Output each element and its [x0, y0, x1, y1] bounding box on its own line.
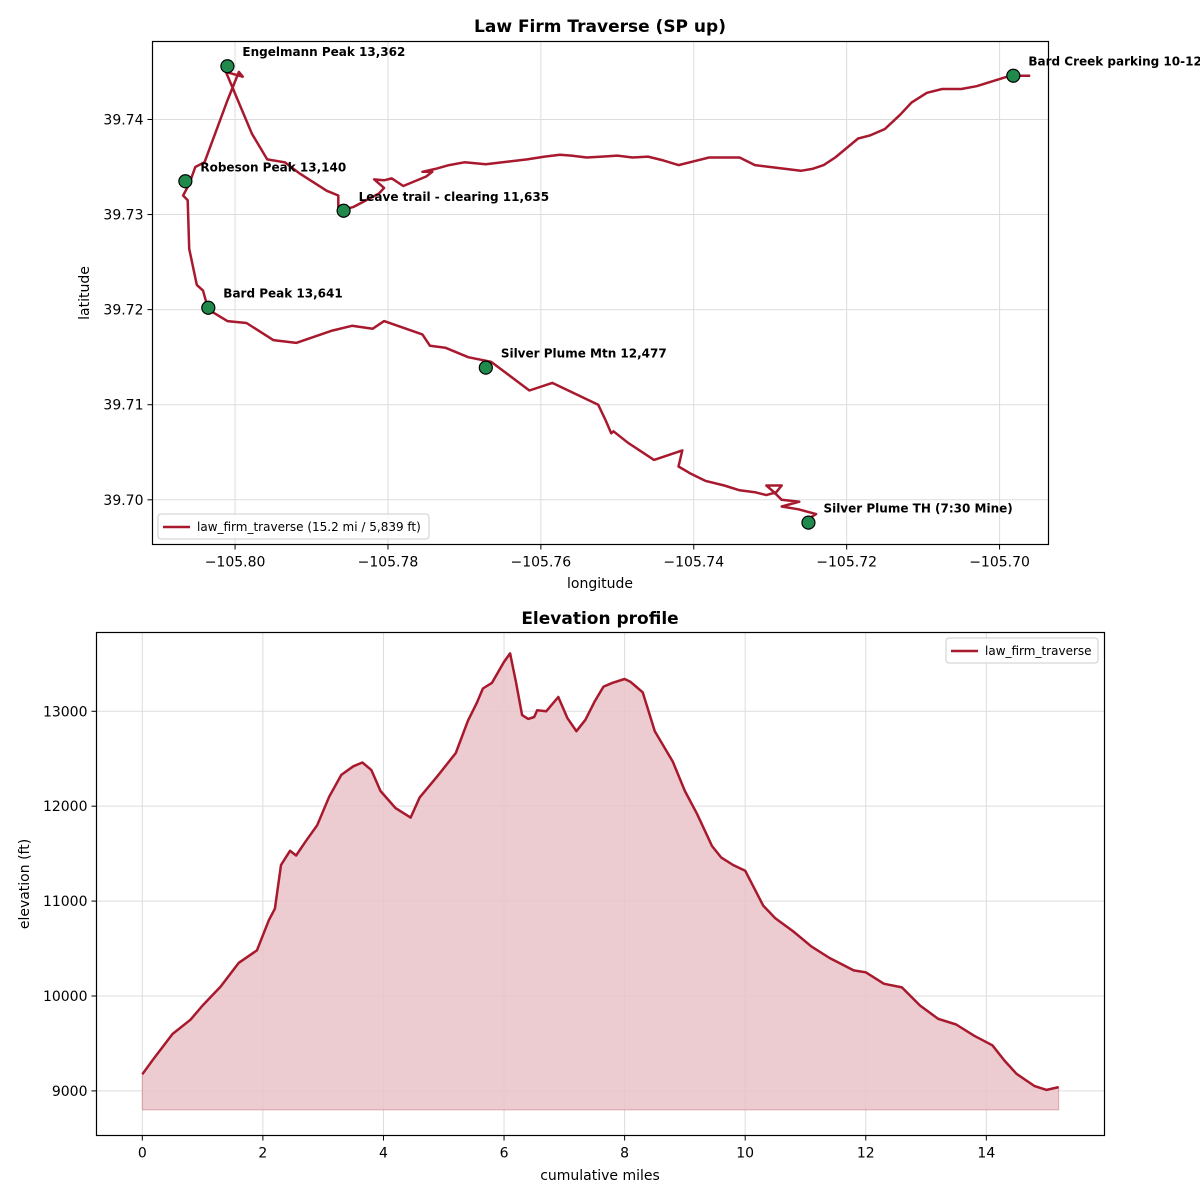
waypoint-marker — [220, 59, 235, 74]
waypoint-label: Bard Creek parking 10-12 cars — [1028, 55, 1200, 69]
profile-y-tick-label: 11000 — [43, 894, 88, 910]
map-plot-area: Silver Plume TH (7:30 Mine) Silver Plume … — [178, 45, 1200, 530]
map-x-tick-label: −105.76 — [511, 555, 572, 571]
waypoint-label: Bard Peak 13,641 — [223, 287, 342, 301]
map-legend: law_firm_traverse (15.2 mi / 5,839 ft) — [157, 513, 430, 540]
map-x-tick-label: −105.74 — [663, 555, 724, 571]
map-y-tick-label: 39.71 — [103, 398, 143, 414]
profile-x-tick-label: 4 — [379, 1146, 388, 1162]
map-x-tick-label: −105.72 — [816, 555, 877, 571]
waypoint-label: Engelmann Peak 13,362 — [242, 45, 405, 59]
profile-plot-area — [141, 652, 1060, 1111]
profile-y-tick-label: 12000 — [43, 799, 88, 815]
map-x-tick-label: −105.78 — [358, 555, 419, 571]
waypoint-label: Silver Plume TH (7:30 Mine) — [823, 502, 1012, 516]
profile-x-axis-label: cumulative miles — [540, 1168, 660, 1184]
waypoint-marker — [201, 300, 216, 315]
profile-y-tick-label: 9000 — [52, 1084, 88, 1100]
map-x-axis-label: longitude — [567, 576, 633, 592]
profile-axes-frame — [95, 631, 1106, 1137]
profile-x-tick-label: 0 — [138, 1146, 147, 1162]
waypoint-label: Leave trail - clearing 11,635 — [359, 190, 549, 204]
map-title: Law Firm Traverse (SP up) — [474, 17, 726, 37]
map-y-axis-label: latitude — [77, 266, 93, 320]
profile-legend: law_firm_traverse — [945, 637, 1099, 664]
map-legend-box — [157, 513, 430, 540]
waypoint-marker — [178, 174, 193, 189]
map-y-tick-label: 39.72 — [103, 303, 143, 319]
profile-y-axis-label: elevation (ft) — [17, 839, 33, 929]
profile-x-tick-label: 8 — [620, 1146, 629, 1162]
map-y-tick-label: 39.73 — [103, 208, 143, 224]
profile-y-tick-label: 10000 — [43, 989, 88, 1005]
profile-title: Elevation profile — [521, 609, 678, 629]
profile-x-tick-label: 6 — [500, 1146, 509, 1162]
map-y-tick-label: 39.70 — [103, 493, 143, 509]
profile-x-tick-label: 12 — [857, 1146, 875, 1162]
map-x-tick-label: −105.80 — [205, 555, 266, 571]
map-legend-label: law_firm_traverse (15.2 mi / 5,839 ft) — [197, 520, 421, 534]
profile-x-tick-label: 14 — [977, 1146, 995, 1162]
waypoint-marker — [478, 360, 493, 375]
elevation-line — [141, 652, 1059, 1092]
map-ticks: −105.80 −105.78 −105.76 −105.74 −105.72 −105.… — [103, 112, 1030, 570]
profile-legend-box — [945, 637, 1099, 664]
profile-y-tick-label: 13000 — [43, 704, 88, 720]
route-track-line — [181, 70, 1031, 520]
map-x-tick-label: −105.70 — [969, 555, 1030, 571]
waypoint-marker — [801, 515, 816, 530]
waypoint-marker — [336, 203, 351, 218]
profile-x-tick-label: 2 — [258, 1146, 267, 1162]
map-gridlines — [152, 41, 1049, 545]
profile-x-tick-label: 10 — [736, 1146, 754, 1162]
waypoint-label: Silver Plume Mtn 12,477 — [501, 347, 667, 361]
waypoint-label: Robeson Peak 13,140 — [200, 160, 346, 174]
profile-legend-label: law_firm_traverse — [985, 644, 1092, 658]
profile-ticks: 0 2 4 6 8 10 12 14 9000 10000 11000 12000 13000 — [43, 704, 995, 1161]
map-y-tick-label: 39.74 — [103, 112, 143, 128]
map-axes-frame — [151, 40, 1050, 546]
waypoint-marker — [1006, 68, 1021, 83]
